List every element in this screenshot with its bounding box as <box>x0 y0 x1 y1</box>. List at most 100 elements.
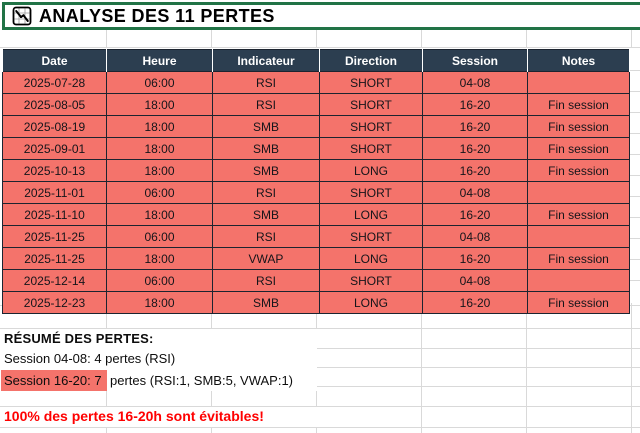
cell-notes[interactable]: Fin session <box>527 115 630 138</box>
gridline <box>630 112 640 113</box>
cell-direction[interactable]: SHORT <box>319 93 423 116</box>
cell-direction[interactable]: SHORT <box>319 115 423 138</box>
cell-heure[interactable]: 18:00 <box>106 291 213 314</box>
cell-date[interactable]: 2025-11-25 <box>2 225 107 248</box>
summary-session-16-20[interactable]: Session 16-20: 7 pertes (RSI:1, SMB:5, VW… <box>1 370 293 391</box>
column-header-direction[interactable]: Direction <box>319 49 423 72</box>
cell-date[interactable]: 2025-11-25 <box>2 247 107 270</box>
gridline <box>0 406 640 407</box>
column-header-indicateur[interactable]: Indicateur <box>212 49 320 72</box>
cell-indicateur[interactable]: RSI <box>212 269 320 292</box>
cell-session[interactable]: 16-20 <box>422 291 528 314</box>
gridline <box>211 30 212 47</box>
cell-date[interactable]: 2025-11-01 <box>2 181 107 204</box>
cell-heure[interactable]: 06:00 <box>106 269 213 292</box>
cell-direction[interactable]: SHORT <box>319 137 423 160</box>
cell-notes[interactable]: Fin session <box>527 93 630 116</box>
cell-heure[interactable]: 18:00 <box>106 247 213 270</box>
cell-indicateur[interactable]: SMB <box>212 115 320 138</box>
cell-date[interactable]: 2025-11-10 <box>2 203 107 226</box>
gridline <box>630 175 640 176</box>
gridline <box>317 367 640 368</box>
cell-direction[interactable]: LONG <box>319 203 423 226</box>
table-row: 2025-10-13 18:00 SMB LONG 16-20 Fin session <box>2 159 630 182</box>
cell-date[interactable]: 2025-09-01 <box>2 137 107 160</box>
title-cell[interactable]: ANALYSE DES 11 PERTES <box>2 2 640 30</box>
cell-session[interactable]: 16-20 <box>422 115 528 138</box>
cell-heure[interactable]: 06:00 <box>106 225 213 248</box>
cell-indicateur[interactable]: RSI <box>212 181 320 204</box>
cell-session[interactable]: 04-08 <box>422 71 528 94</box>
gridline <box>0 427 640 428</box>
gridline <box>526 30 527 47</box>
gridline <box>106 391 107 406</box>
cell-date[interactable]: 2025-10-13 <box>2 159 107 182</box>
cell-notes[interactable] <box>527 181 630 204</box>
gridline <box>0 47 640 48</box>
cell-heure[interactable]: 18:00 <box>106 93 213 116</box>
cell-direction[interactable]: LONG <box>319 247 423 270</box>
cell-heure[interactable]: 06:00 <box>106 71 213 94</box>
column-header-session[interactable]: Session <box>422 49 528 72</box>
cell-heure[interactable]: 18:00 <box>106 159 213 182</box>
cell-date[interactable]: 2025-12-23 <box>2 291 107 314</box>
table-row: 2025-09-01 18:00 SMB SHORT 16-20 Fin session <box>2 137 630 160</box>
cell-indicateur[interactable]: SMB <box>212 203 320 226</box>
cell-heure[interactable]: 18:00 <box>106 203 213 226</box>
column-header-notes[interactable]: Notes <box>527 49 630 72</box>
cell-session[interactable]: 16-20 <box>422 247 528 270</box>
gridline <box>630 217 640 218</box>
cell-notes[interactable]: Fin session <box>527 203 630 226</box>
cell-indicateur[interactable]: RSI <box>212 93 320 116</box>
table-row: 2025-07-28 06:00 RSI SHORT 04-08 <box>2 71 630 94</box>
gridline <box>211 303 212 328</box>
cell-notes[interactable]: Fin session <box>527 137 630 160</box>
cell-date[interactable]: 2025-08-05 <box>2 93 107 116</box>
cell-notes[interactable] <box>527 71 630 94</box>
cell-indicateur[interactable]: VWAP <box>212 247 320 270</box>
cell-direction[interactable]: SHORT <box>319 181 423 204</box>
cell-direction[interactable]: LONG <box>319 291 423 314</box>
cell-direction[interactable]: LONG <box>319 159 423 182</box>
column-header-heure[interactable]: Heure <box>106 49 213 72</box>
cell-indicateur[interactable]: RSI <box>212 71 320 94</box>
cell-indicateur[interactable]: SMB <box>212 137 320 160</box>
column-header-date[interactable]: Date <box>2 49 107 72</box>
cell-date[interactable]: 2025-07-28 <box>2 71 107 94</box>
cell-heure[interactable]: 06:00 <box>106 181 213 204</box>
cell-session[interactable]: 04-08 <box>422 269 528 292</box>
table-row: 2025-11-25 18:00 VWAP LONG 16-20 Fin session <box>2 247 630 270</box>
cell-direction[interactable]: SHORT <box>319 225 423 248</box>
cell-session[interactable]: 04-08 <box>422 181 528 204</box>
cell-direction[interactable]: SHORT <box>319 71 423 94</box>
cell-session[interactable]: 16-20 <box>422 159 528 182</box>
cell-heure[interactable]: 18:00 <box>106 115 213 138</box>
gridline <box>316 427 317 433</box>
gridline <box>106 303 107 328</box>
cell-indicateur[interactable]: SMB <box>212 291 320 314</box>
cell-session[interactable]: 16-20 <box>422 93 528 116</box>
table-row: 2025-11-01 06:00 RSI SHORT 04-08 <box>2 181 630 204</box>
cell-notes[interactable]: Fin session <box>527 159 630 182</box>
cell-indicateur[interactable]: SMB <box>212 159 320 182</box>
gridline <box>630 280 640 281</box>
summary-heading[interactable]: RÉSUMÉ DES PERTES: <box>4 331 154 346</box>
cell-direction[interactable]: SHORT <box>319 269 423 292</box>
cell-notes[interactable]: Fin session <box>527 247 630 270</box>
cell-session[interactable]: 16-20 <box>422 137 528 160</box>
cell-date[interactable]: 2025-08-19 <box>2 115 107 138</box>
cell-notes[interactable] <box>527 225 630 248</box>
cell-session[interactable]: 16-20 <box>422 203 528 226</box>
alert-text[interactable]: 100% des pertes 16-20h sont évitables! <box>4 408 264 424</box>
gridline <box>630 70 640 71</box>
cell-notes[interactable]: Fin session <box>527 291 630 314</box>
gridline <box>211 427 212 433</box>
cell-date[interactable]: 2025-12-14 <box>2 269 107 292</box>
cell-indicateur[interactable]: RSI <box>212 225 320 248</box>
cell-notes[interactable] <box>527 269 630 292</box>
cell-session[interactable]: 04-08 <box>422 225 528 248</box>
summary-session-04-08[interactable]: Session 04-08: 4 pertes (RSI) <box>4 351 176 366</box>
declining-chart-icon <box>12 6 32 26</box>
cell-heure[interactable]: 18:00 <box>106 137 213 160</box>
gridline <box>526 303 527 328</box>
